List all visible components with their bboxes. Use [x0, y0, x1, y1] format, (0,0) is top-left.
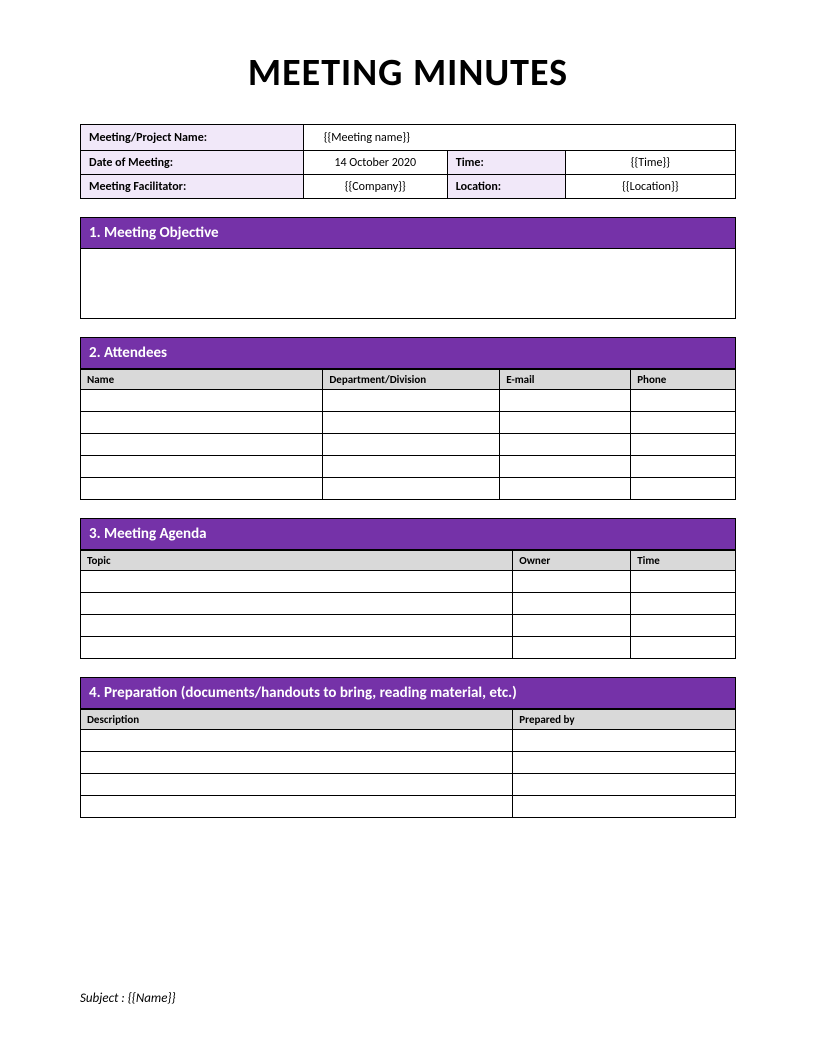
- section-attendees: 2. Attendees NameDepartment/DivisionE-ma…: [80, 337, 736, 500]
- column-header: Prepared by: [513, 710, 736, 730]
- table-cell: [513, 637, 631, 659]
- table-cell: [81, 412, 323, 434]
- attendees-table: NameDepartment/DivisionE-mailPhone: [80, 369, 736, 500]
- table-cell: [81, 593, 513, 615]
- table-row: [81, 752, 736, 774]
- table-cell: [323, 478, 500, 500]
- value-date: 14 October 2020: [303, 151, 447, 175]
- column-header: Phone: [631, 370, 736, 390]
- label-meeting-name: Meeting/Project Name:: [81, 125, 304, 151]
- table-cell: [81, 615, 513, 637]
- table-cell: [631, 456, 736, 478]
- table-row: [81, 774, 736, 796]
- table-cell: [500, 390, 631, 412]
- section-header-agenda: 3. Meeting Agenda: [80, 518, 736, 550]
- table-row: [81, 615, 736, 637]
- table-row: [81, 412, 736, 434]
- table-row: [81, 478, 736, 500]
- objective-body: [80, 249, 736, 319]
- section-preparation: 4. Preparation (documents/handouts to br…: [80, 677, 736, 818]
- value-location: {{Location}}: [565, 175, 735, 199]
- table-cell: [81, 434, 323, 456]
- table-cell: [513, 730, 736, 752]
- table-cell: [323, 456, 500, 478]
- table-cell: [81, 752, 513, 774]
- table-cell: [81, 637, 513, 659]
- table-row: [81, 637, 736, 659]
- section-header-preparation: 4. Preparation (documents/handouts to br…: [80, 677, 736, 709]
- section-objective: 1. Meeting Objective: [80, 217, 736, 319]
- column-header: Name: [81, 370, 323, 390]
- value-facilitator: {{Company}}: [303, 175, 447, 199]
- table-row: [81, 571, 736, 593]
- table-cell: [631, 571, 736, 593]
- table-row: [81, 593, 736, 615]
- table-cell: [513, 593, 631, 615]
- footer-subject: Subject : {{Name}}: [80, 991, 176, 1006]
- table-row: [81, 456, 736, 478]
- section-agenda: 3. Meeting Agenda TopicOwnerTime: [80, 518, 736, 659]
- table-cell: [500, 478, 631, 500]
- table-cell: [500, 412, 631, 434]
- table-cell: [631, 478, 736, 500]
- table-cell: [513, 752, 736, 774]
- label-location: Location:: [447, 175, 565, 199]
- table-cell: [323, 390, 500, 412]
- table-cell: [631, 615, 736, 637]
- table-row: [81, 390, 736, 412]
- label-facilitator: Meeting Facilitator:: [81, 175, 304, 199]
- table-cell: [81, 456, 323, 478]
- table-cell: [81, 478, 323, 500]
- table-cell: [513, 571, 631, 593]
- table-cell: [323, 412, 500, 434]
- value-meeting-name: {{Meeting name}}: [303, 125, 735, 151]
- table-row: [81, 434, 736, 456]
- column-header: Time: [631, 551, 736, 571]
- footer-subject-value: {{Name}}: [128, 991, 176, 1006]
- table-cell: [500, 456, 631, 478]
- preparation-table: DescriptionPrepared by: [80, 709, 736, 818]
- agenda-table: TopicOwnerTime: [80, 550, 736, 659]
- table-cell: [631, 593, 736, 615]
- table-cell: [631, 412, 736, 434]
- column-header: Description: [81, 710, 513, 730]
- label-time: Time:: [447, 151, 565, 175]
- table-cell: [631, 434, 736, 456]
- column-header: Topic: [81, 551, 513, 571]
- table-cell: [513, 796, 736, 818]
- column-header: Owner: [513, 551, 631, 571]
- footer-subject-label: Subject :: [80, 991, 128, 1006]
- table-row: [81, 796, 736, 818]
- section-header-objective: 1. Meeting Objective: [80, 217, 736, 249]
- table-cell: [81, 571, 513, 593]
- table-cell: [631, 390, 736, 412]
- value-time: {{Time}}: [565, 151, 735, 175]
- table-cell: [323, 434, 500, 456]
- table-cell: [81, 730, 513, 752]
- column-header: Department/Division: [323, 370, 500, 390]
- meeting-info-table: Meeting/Project Name: {{Meeting name}} D…: [80, 124, 736, 199]
- table-cell: [513, 615, 631, 637]
- table-row: [81, 730, 736, 752]
- label-date: Date of Meeting:: [81, 151, 304, 175]
- column-header: E-mail: [500, 370, 631, 390]
- table-cell: [81, 390, 323, 412]
- table-cell: [81, 774, 513, 796]
- table-cell: [81, 796, 513, 818]
- table-cell: [513, 774, 736, 796]
- page-title: MEETING MINUTES: [80, 50, 736, 96]
- table-cell: [631, 637, 736, 659]
- table-cell: [500, 434, 631, 456]
- section-header-attendees: 2. Attendees: [80, 337, 736, 369]
